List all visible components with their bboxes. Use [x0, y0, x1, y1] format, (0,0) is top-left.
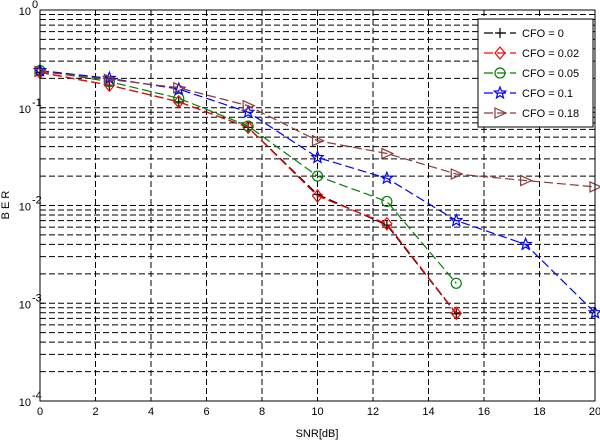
x-tick-label: 14 — [422, 406, 434, 418]
data-point — [494, 46, 506, 60]
y-tick-label: 10 — [19, 397, 31, 409]
legend-label: CFO = 0.18 — [522, 108, 579, 120]
x-tick-label: 2 — [92, 406, 98, 418]
legend-label: CFO = 0.05 — [522, 68, 579, 80]
y-tick-exponent: -1 — [32, 97, 42, 109]
data-point — [450, 306, 463, 321]
x-tick-label: 16 — [478, 406, 490, 418]
data-point — [448, 212, 464, 227]
data-point — [379, 170, 395, 185]
data-point — [242, 120, 254, 135]
x-tick-label: 18 — [533, 406, 545, 418]
data-point — [102, 70, 117, 85]
data-point — [173, 92, 185, 104]
data-point — [381, 147, 395, 160]
data-point — [518, 236, 533, 251]
y-tick-label: 10 — [19, 202, 31, 214]
legend-item: CFO = 0.1 — [484, 85, 573, 100]
data-point — [492, 85, 508, 100]
data-point — [520, 174, 534, 187]
legend-label: CFO = 0.02 — [522, 48, 579, 60]
data-point — [242, 120, 254, 132]
data-point — [310, 149, 325, 164]
data-point — [450, 168, 464, 180]
data-point — [242, 99, 256, 112]
data-point — [495, 28, 505, 38]
data-point — [311, 189, 324, 203]
legend-item: CFO = 0.02 — [484, 46, 579, 60]
y-axis-label: B E R — [0, 191, 12, 220]
series-line — [39, 71, 457, 314]
data-point — [450, 277, 462, 289]
x-tick-label: 0 — [37, 406, 43, 418]
legend-label: CFO = 0.1 — [522, 88, 573, 100]
data-point — [103, 73, 117, 86]
x-tick-label: 20 — [589, 406, 600, 418]
legend-label: CFO = 0 — [522, 28, 564, 40]
x-tick-label: 10 — [311, 406, 323, 418]
y-tick-exponent: -2 — [32, 195, 42, 207]
y-tick-exponent: -4 — [32, 390, 42, 402]
y-tick-exponent: 0 — [32, 0, 38, 11]
legend-item: CFO = 0 — [484, 28, 564, 40]
data-point — [451, 308, 462, 319]
legend-item: CFO = 0.18 — [484, 107, 579, 120]
x-axis-label: SNR[dB] — [296, 428, 339, 440]
x-tick-label: 6 — [203, 406, 209, 418]
data-point — [381, 195, 393, 208]
x-tick-label: 8 — [259, 406, 265, 418]
data-point — [494, 67, 506, 79]
data-point — [381, 216, 393, 231]
data-point — [494, 107, 508, 119]
y-tick-label: 10 — [19, 6, 31, 18]
legend-item: CFO = 0.05 — [484, 67, 579, 80]
x-tick-label: 4 — [148, 406, 154, 418]
y-tick-exponent: -3 — [32, 292, 42, 304]
y-tick-label: 10 — [19, 104, 31, 116]
x-tick-label: 12 — [367, 406, 379, 418]
series-line — [39, 70, 596, 188]
y-tick-label: 10 — [19, 299, 31, 311]
legend: CFO = 0 CFO = 0.02 CFO = 0.05 CFO = 0.1 CFO … — [477, 18, 594, 128]
data-point — [173, 81, 187, 94]
data-point — [311, 170, 324, 182]
data-point — [311, 134, 325, 147]
